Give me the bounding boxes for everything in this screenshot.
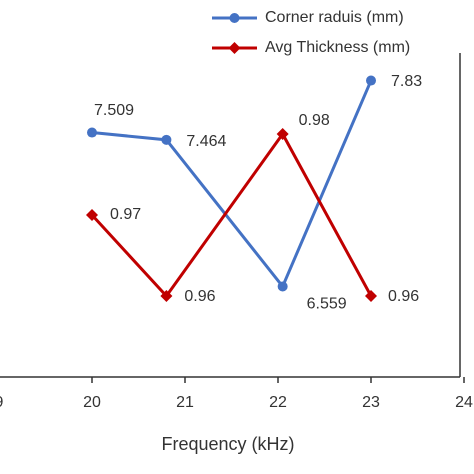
x-tick-label: 9 bbox=[0, 394, 4, 411]
data-label: 0.96 bbox=[388, 288, 419, 305]
x-tick-label: 23 bbox=[362, 394, 380, 411]
data-label: 0.96 bbox=[184, 288, 215, 305]
x-tick-label: 20 bbox=[83, 394, 101, 411]
data-label: 0.97 bbox=[110, 206, 141, 223]
data-label: 7.83 bbox=[391, 73, 422, 90]
marker bbox=[160, 290, 173, 302]
marker bbox=[277, 281, 288, 292]
x-tick-label: 22 bbox=[269, 394, 287, 411]
x-axis-title: Frequency (kHz) bbox=[161, 434, 294, 454]
legend-marker bbox=[228, 42, 241, 54]
marker bbox=[366, 75, 376, 86]
data-label: 7.509 bbox=[94, 102, 134, 119]
data-label: 0.98 bbox=[299, 112, 330, 129]
data-label: 6.559 bbox=[307, 296, 347, 313]
legend-label: Corner raduis (mm) bbox=[265, 9, 404, 26]
marker bbox=[276, 128, 289, 140]
series-line bbox=[90, 131, 373, 299]
marker bbox=[86, 209, 98, 221]
marker bbox=[161, 134, 172, 145]
legend-label: Avg Thickness (mm) bbox=[265, 39, 410, 56]
marker bbox=[87, 127, 97, 138]
legend-marker bbox=[229, 13, 240, 23]
data-label: 7.464 bbox=[186, 133, 226, 150]
x-tick-label: 21 bbox=[176, 394, 194, 411]
marker bbox=[365, 290, 377, 302]
x-tick-label: 24 bbox=[455, 394, 473, 411]
